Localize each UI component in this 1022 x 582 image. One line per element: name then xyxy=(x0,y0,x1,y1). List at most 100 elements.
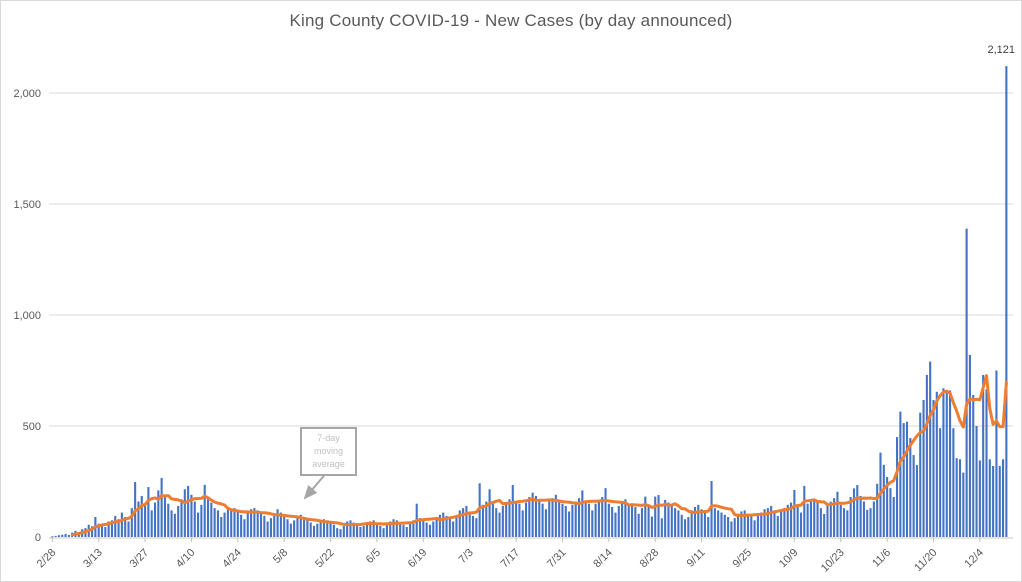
bar xyxy=(558,500,561,537)
bar xyxy=(409,523,412,537)
bar xyxy=(740,511,743,537)
bar xyxy=(866,509,869,537)
bar xyxy=(697,504,700,537)
bar xyxy=(736,513,740,537)
bar xyxy=(644,496,647,537)
bar xyxy=(515,501,518,537)
bar xyxy=(693,507,697,537)
bar xyxy=(197,512,200,537)
bar xyxy=(843,508,846,537)
y-tick-label: 0 xyxy=(35,532,41,544)
bar xyxy=(528,497,531,537)
bar xyxy=(690,510,693,537)
bar xyxy=(763,509,766,537)
bar xyxy=(124,517,127,537)
moving-average-callout: 7-day moving average xyxy=(300,427,357,476)
bar xyxy=(637,513,640,537)
bar xyxy=(624,499,627,537)
bar xyxy=(710,481,713,537)
bar xyxy=(929,361,932,537)
bar xyxy=(137,501,140,537)
bar xyxy=(160,477,163,537)
bar xyxy=(892,497,895,537)
bar xyxy=(372,520,375,537)
bar xyxy=(975,426,978,537)
bar xyxy=(687,517,690,537)
bar xyxy=(581,490,584,537)
bar xyxy=(872,501,875,537)
bar xyxy=(611,507,614,537)
bar xyxy=(657,495,660,537)
bar xyxy=(418,518,422,537)
bar xyxy=(746,513,750,537)
bar xyxy=(114,515,117,537)
x-tick-label: 8/14 xyxy=(591,547,615,571)
bar xyxy=(170,510,173,537)
bar xyxy=(905,421,909,537)
bar xyxy=(568,511,571,537)
bar xyxy=(521,510,524,537)
bar xyxy=(498,512,501,537)
bar xyxy=(958,459,962,537)
bar xyxy=(548,501,551,537)
bar xyxy=(213,508,216,537)
bar xyxy=(382,528,385,537)
bar xyxy=(541,503,544,537)
bar xyxy=(465,505,468,537)
bar xyxy=(554,494,557,537)
bar xyxy=(839,504,842,537)
x-tick-label: 7/3 xyxy=(457,547,476,566)
bar xyxy=(233,508,236,537)
bar xyxy=(836,491,839,537)
bar xyxy=(243,519,246,537)
x-tick-label: 10/9 xyxy=(777,547,801,571)
bar xyxy=(395,520,398,537)
bar xyxy=(445,515,448,537)
bar xyxy=(783,508,786,537)
bar xyxy=(952,428,955,537)
bar xyxy=(780,511,783,537)
bar xyxy=(402,524,405,537)
bar xyxy=(505,502,508,537)
bar xyxy=(859,495,862,537)
bar xyxy=(64,533,67,537)
bar xyxy=(942,388,945,537)
bar xyxy=(750,515,753,537)
bar xyxy=(992,465,995,537)
bar xyxy=(266,521,269,537)
bar xyxy=(51,536,54,538)
bar xyxy=(127,521,130,537)
bar xyxy=(614,512,617,537)
bar xyxy=(617,505,620,537)
bar xyxy=(518,503,521,537)
bar xyxy=(776,515,779,537)
bar xyxy=(246,512,249,537)
bar xyxy=(790,502,793,537)
bar xyxy=(544,509,547,537)
bar xyxy=(508,499,511,537)
bar xyxy=(793,489,796,537)
bar xyxy=(577,498,581,537)
bar xyxy=(326,520,329,537)
bar xyxy=(896,437,899,537)
bar xyxy=(319,521,322,537)
bar xyxy=(806,503,809,537)
bar xyxy=(210,502,213,537)
bar xyxy=(405,527,408,537)
bar xyxy=(965,228,968,537)
bar xyxy=(524,502,528,537)
bar xyxy=(250,509,253,537)
bar xyxy=(882,464,885,537)
bar xyxy=(816,501,819,537)
bar xyxy=(442,512,445,537)
bar xyxy=(786,504,789,537)
bar xyxy=(972,394,975,537)
bar xyxy=(664,499,667,537)
bar xyxy=(289,523,292,537)
x-tick-label: 4/24 xyxy=(220,547,244,571)
bar xyxy=(978,460,981,537)
bar xyxy=(730,521,733,537)
bar xyxy=(876,483,879,537)
bar xyxy=(187,485,190,537)
